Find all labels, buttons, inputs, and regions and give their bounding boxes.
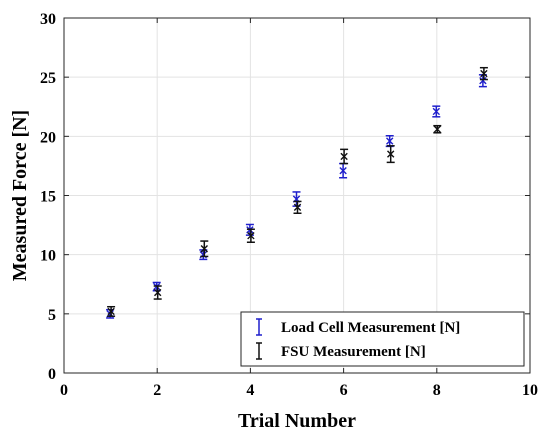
- errorbar-load-cell: [385, 134, 394, 148]
- errorbar-fsu: [246, 228, 255, 243]
- data-point-load-cell: [386, 137, 394, 145]
- errorbar-load-cell: [432, 105, 441, 118]
- y-tick-label: 25: [40, 70, 56, 87]
- data-point-fsu: [200, 245, 208, 253]
- data-marks: [106, 66, 488, 319]
- legend-label-fsu: FSU Measurement [N]: [281, 344, 426, 360]
- legend-label-load-cell: Load Cell Measurement [N]: [281, 320, 460, 336]
- legend-symbol-fsu: [256, 342, 262, 360]
- y-tick-label: 30: [40, 11, 56, 28]
- y-tick-label: 5: [48, 307, 56, 324]
- errorbar-fsu: [293, 200, 302, 214]
- x-tick-label: 0: [60, 382, 68, 399]
- x-tick-label: 8: [433, 382, 441, 399]
- marker-stroke: [480, 69, 488, 78]
- errorbar-fsu: [200, 240, 209, 258]
- errorbar-fsu: [479, 66, 488, 81]
- marker-stroke: [479, 77, 487, 85]
- x-tick-label: 6: [340, 382, 348, 399]
- y-tick-label: 0: [48, 366, 56, 383]
- data-point-load-cell: [339, 166, 347, 175]
- legend-box: [240, 311, 525, 367]
- data-point-fsu: [107, 307, 115, 316]
- errorbar-fsu: [340, 148, 349, 165]
- ticks: 0 2 4 6 8 10 0 5 10 15 20 25 30: [40, 11, 538, 399]
- data-point-fsu: [293, 203, 302, 212]
- marker-stroke: [433, 125, 441, 133]
- marker-stroke: [200, 245, 208, 253]
- errorbar-fsu: [107, 305, 116, 317]
- marker-stroke: [386, 137, 394, 145]
- marker-stroke: [340, 152, 348, 161]
- errorbar-fsu: [433, 124, 442, 134]
- data-point-fsu: [340, 152, 348, 161]
- data-point-fsu: [247, 232, 255, 240]
- y-tick-label: 10: [40, 248, 56, 265]
- data-point-load-cell: [432, 107, 440, 116]
- data-point-fsu: [433, 125, 441, 133]
- legend-symbol-load-cell: [256, 318, 262, 336]
- y-tick-label: 15: [40, 189, 56, 206]
- marker-stroke: [293, 203, 302, 212]
- data-point-fsu: [387, 150, 395, 158]
- errorbar-load-cell: [292, 191, 301, 207]
- errorbar-load-cell: [339, 162, 348, 179]
- x-tick-label: 10: [522, 382, 538, 399]
- data-point-load-cell: [479, 77, 487, 85]
- x-tick-label: 4: [246, 382, 254, 399]
- marker-stroke: [387, 150, 395, 158]
- legend: Load Cell Measurement [N] FSU Measuremen…: [240, 311, 525, 367]
- data-point-fsu: [480, 69, 488, 78]
- marker-stroke: [432, 107, 440, 116]
- errorbar-load-cell: [478, 74, 487, 88]
- y-tick-label: 20: [40, 129, 56, 146]
- x-axis-title: Trial Number: [238, 410, 356, 432]
- marker-stroke: [339, 166, 347, 175]
- marker-stroke: [154, 288, 162, 297]
- errorbar-fsu: [153, 285, 162, 300]
- y-axis-title: Measured Force [N]: [9, 110, 31, 281]
- x-tick-label: 2: [153, 382, 161, 399]
- data-point-fsu: [154, 288, 162, 297]
- errorbar-fsu: [386, 145, 395, 164]
- marker-stroke: [247, 232, 255, 240]
- marker-stroke: [107, 307, 115, 316]
